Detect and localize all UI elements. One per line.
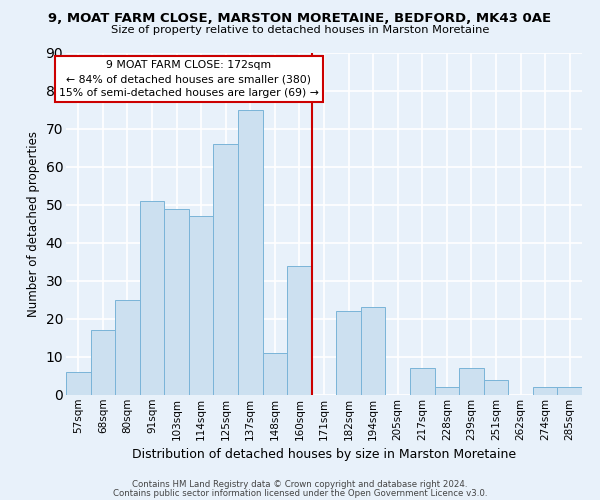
- Bar: [91, 330, 115, 395]
- Text: Contains HM Land Registry data © Crown copyright and database right 2024.: Contains HM Land Registry data © Crown c…: [132, 480, 468, 489]
- X-axis label: Distribution of detached houses by size in Marston Moretaine: Distribution of detached houses by size …: [132, 448, 516, 461]
- Bar: [410, 368, 434, 395]
- Bar: [533, 388, 557, 395]
- Bar: [115, 300, 140, 395]
- Bar: [287, 266, 312, 395]
- Text: Contains public sector information licensed under the Open Government Licence v3: Contains public sector information licen…: [113, 488, 487, 498]
- Bar: [361, 308, 385, 395]
- Bar: [189, 216, 214, 395]
- Bar: [66, 372, 91, 395]
- Y-axis label: Number of detached properties: Number of detached properties: [27, 130, 40, 317]
- Text: 9, MOAT FARM CLOSE, MARSTON MORETAINE, BEDFORD, MK43 0AE: 9, MOAT FARM CLOSE, MARSTON MORETAINE, B…: [49, 12, 551, 26]
- Bar: [557, 388, 582, 395]
- Bar: [214, 144, 238, 395]
- Bar: [434, 388, 459, 395]
- Bar: [459, 368, 484, 395]
- Bar: [484, 380, 508, 395]
- Bar: [164, 208, 189, 395]
- Bar: [238, 110, 263, 395]
- Bar: [336, 312, 361, 395]
- Bar: [140, 201, 164, 395]
- Bar: [263, 353, 287, 395]
- Text: Size of property relative to detached houses in Marston Moretaine: Size of property relative to detached ho…: [111, 25, 489, 35]
- Text: 9 MOAT FARM CLOSE: 172sqm
← 84% of detached houses are smaller (380)
15% of semi: 9 MOAT FARM CLOSE: 172sqm ← 84% of detac…: [59, 60, 319, 98]
